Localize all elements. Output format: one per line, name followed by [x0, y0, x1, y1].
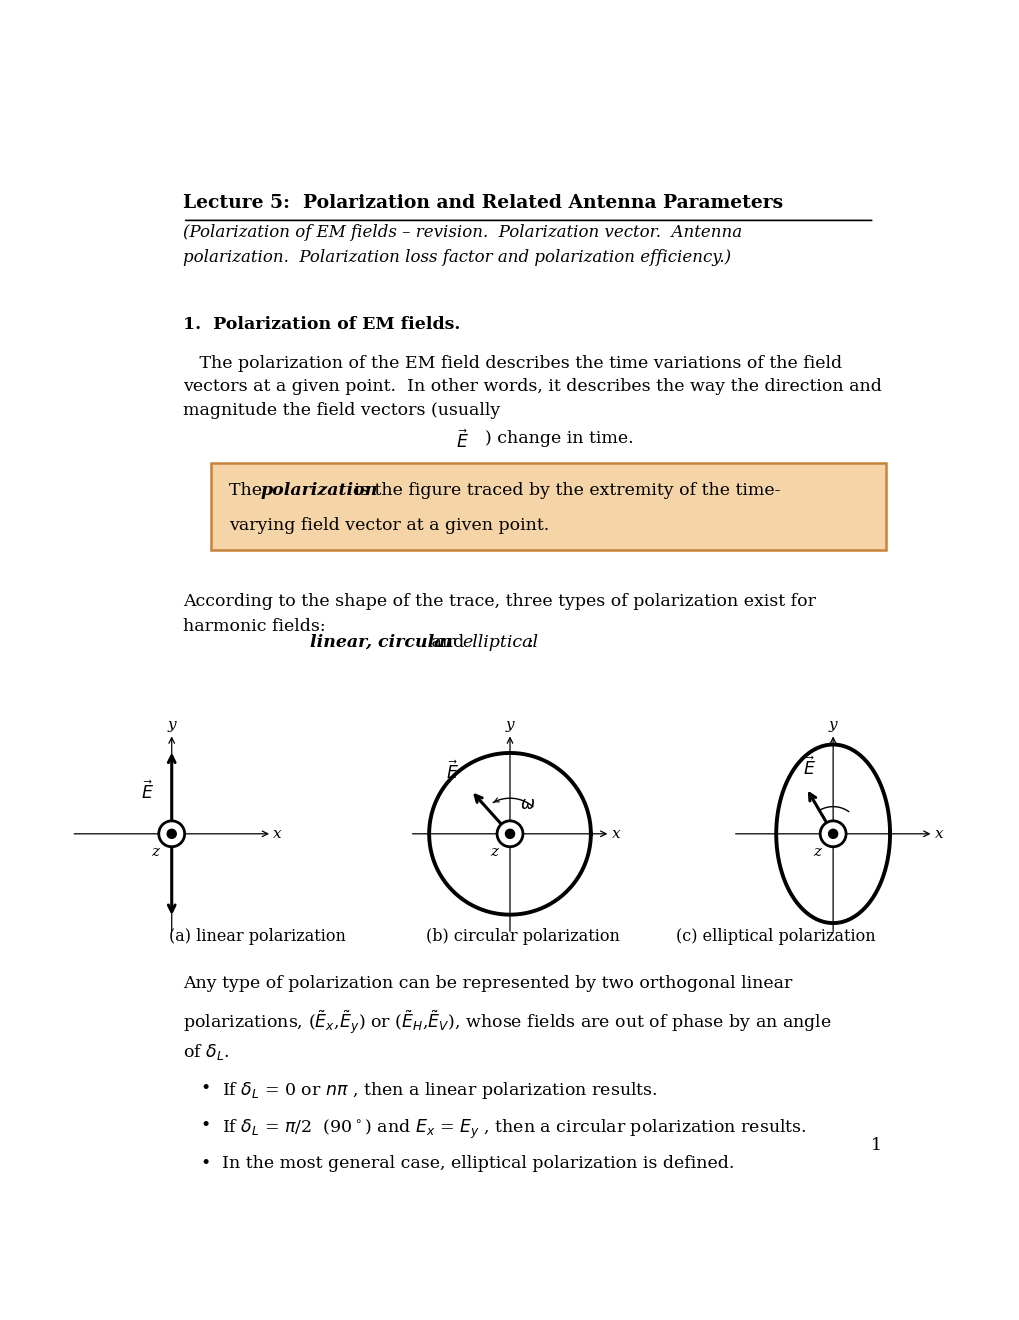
Text: •: • [200, 1080, 210, 1097]
Text: 1: 1 [870, 1138, 881, 1155]
FancyBboxPatch shape [210, 463, 886, 549]
Text: $\vec{E}$: $\vec{E}$ [446, 760, 459, 783]
Text: In the most general case, elliptical polarization is defined.: In the most general case, elliptical pol… [222, 1155, 734, 1172]
Text: $\vec{E}$: $\vec{E}$ [141, 780, 154, 803]
Circle shape [827, 829, 837, 838]
Text: linear, circular: linear, circular [310, 634, 454, 651]
Circle shape [167, 829, 176, 838]
Text: is the figure traced by the extremity of the time-: is the figure traced by the extremity of… [348, 482, 780, 499]
Text: According to the shape of the trace, three types of polarization exist for
harmo: According to the shape of the trace, thr… [182, 594, 815, 635]
Text: polarization: polarization [260, 482, 377, 499]
Text: x: x [611, 826, 620, 841]
Text: •: • [200, 1155, 210, 1172]
Text: y: y [505, 718, 514, 731]
Text: z: z [489, 845, 497, 859]
Text: (c) elliptical polarization: (c) elliptical polarization [676, 928, 874, 945]
Text: polarizations, ($\tilde{E}_{x}$,$\tilde{E}_{y}$) or ($\tilde{E}_{H}$,$\tilde{E}_: polarizations, ($\tilde{E}_{x}$,$\tilde{… [182, 1008, 830, 1036]
Text: y: y [828, 718, 837, 731]
Text: ) change in time.: ) change in time. [484, 430, 633, 446]
Text: If $\delta_{L}$ = 0 or $n\pi$ , then a linear polarization results.: If $\delta_{L}$ = 0 or $n\pi$ , then a l… [222, 1080, 657, 1101]
Text: •: • [200, 1117, 210, 1134]
Text: :: : [527, 634, 533, 651]
Text: x: x [933, 826, 943, 841]
Text: 1.  Polarization of EM fields.: 1. Polarization of EM fields. [182, 315, 460, 333]
Circle shape [496, 821, 523, 846]
Text: $\vec{E}$: $\vec{E}$ [802, 756, 815, 779]
Text: z: z [152, 845, 159, 859]
Circle shape [819, 821, 845, 846]
Text: y: y [167, 718, 176, 731]
Text: Any type of polarization can be represented by two orthogonal linear: Any type of polarization can be represen… [182, 975, 792, 993]
Text: elliptical: elliptical [463, 634, 538, 651]
Text: x: x [273, 826, 281, 841]
Text: Lecture 5:  Polarization and Related Antenna Parameters: Lecture 5: Polarization and Related Ante… [182, 194, 783, 213]
Text: If $\delta_{L}$ = $\pi$/2  (90$^\circ$) and $E_{x}$ = $E_{y}$ , then a circular : If $\delta_{L}$ = $\pi$/2 (90$^\circ$) a… [222, 1117, 806, 1140]
Text: The polarization of the EM field describes the time variations of the field
vect: The polarization of the EM field describ… [182, 355, 880, 418]
Circle shape [159, 821, 184, 846]
Text: $\vec{E}$: $\vec{E}$ [455, 430, 468, 453]
Text: (a) linear polarization: (a) linear polarization [169, 928, 346, 945]
Text: of $\delta_{L}$.: of $\delta_{L}$. [182, 1043, 229, 1063]
Text: $\omega$: $\omega$ [520, 796, 534, 813]
Circle shape [505, 829, 514, 838]
Text: (b) circular polarization: (b) circular polarization [425, 928, 620, 945]
Text: The: The [228, 482, 267, 499]
Text: z: z [812, 845, 820, 859]
Text: and: and [426, 634, 470, 651]
Text: varying field vector at a given point.: varying field vector at a given point. [228, 517, 548, 535]
Text: (Polarization of EM fields – revision.  Polarization vector.  Antenna
polarizati: (Polarization of EM fields – revision. P… [182, 224, 741, 265]
